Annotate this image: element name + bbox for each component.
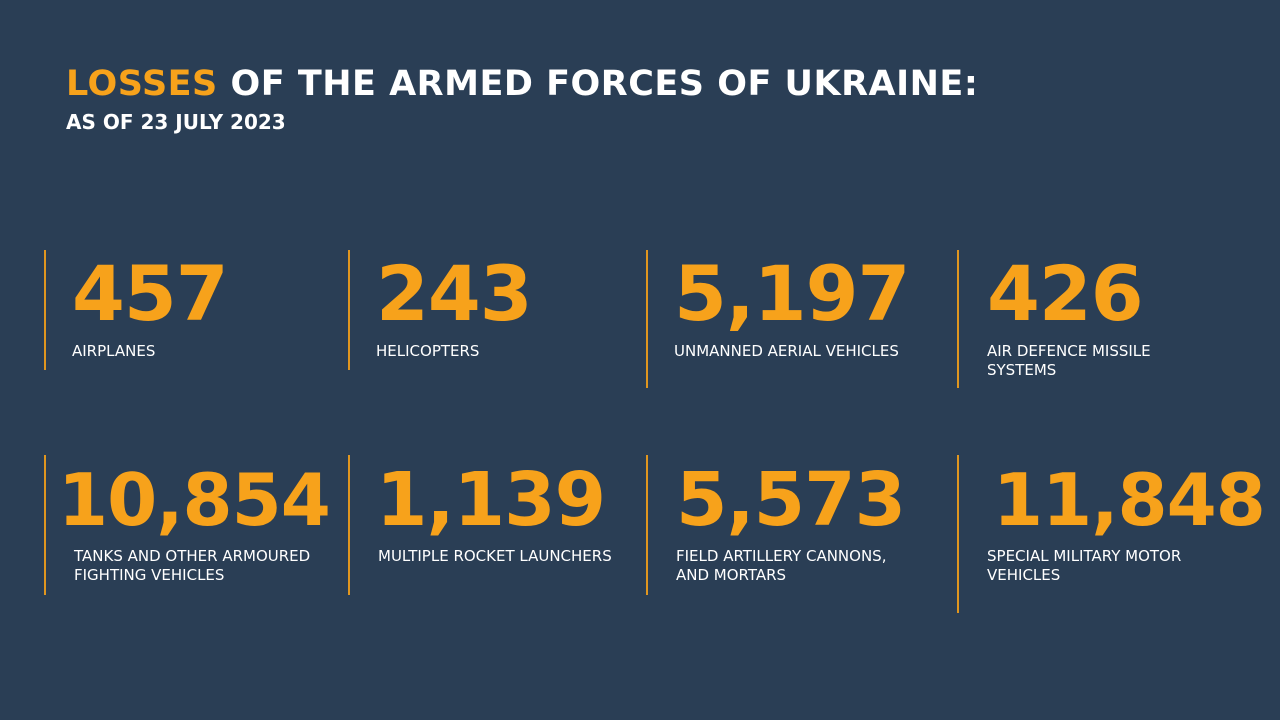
stat-label: AIR DEFENCE MISSILE SYSTEMS [987, 342, 1151, 380]
stat-label-line1: TANKS AND OTHER ARMOURED [74, 547, 311, 565]
stat-field-artillery: 5,573 FIELD ARTILLERY CANNONS, AND MORTAR… [646, 455, 946, 595]
stat-airplanes: 457 AIRPLANES [44, 250, 334, 370]
stat-value: 11,848 [993, 458, 1266, 542]
stat-value: 10,854 [58, 458, 331, 542]
stat-value: 5,573 [676, 457, 906, 543]
stat-multiple-rocket-launchers: 1,139 MULTIPLE ROCKET LAUNCHERS [348, 455, 638, 595]
stat-tanks: 10,854 TANKS AND OTHER ARMOURED FIGHTING … [44, 455, 344, 595]
stat-helicopters: 243 HELICOPTERS [348, 250, 638, 370]
stat-label-line1: AIR DEFENCE MISSILE [987, 342, 1151, 360]
title-rest: OF THE ARMED FORCES OF UKRAINE: [217, 64, 979, 104]
stat-special-military-motor-vehicles: 11,848 SPECIAL MILITARY MOTOR VEHICLES [957, 455, 1267, 613]
stat-label-line1: MULTIPLE ROCKET LAUNCHERS [378, 547, 612, 565]
stat-label-line2: SYSTEMS [987, 361, 1057, 379]
stat-unmanned-aerial-vehicles: 5,197 UNMANNED AERIAL VEHICLES [646, 250, 946, 388]
stat-label: AIRPLANES [72, 342, 155, 361]
stat-label-line2: FIGHTING VEHICLES [74, 566, 225, 584]
stat-label: SPECIAL MILITARY MOTOR VEHICLES [987, 547, 1181, 585]
stat-label-line1: SPECIAL MILITARY MOTOR [987, 547, 1182, 565]
stat-label-line2: AND MORTARS [676, 566, 787, 584]
stat-label: HELICOPTERS [376, 342, 479, 361]
stat-air-defence-missile-systems: 426 AIR DEFENCE MISSILE SYSTEMS [957, 250, 1257, 388]
stat-value: 457 [72, 249, 229, 338]
page-title: LOSSES OF THE ARMED FORCES OF UKRAINE: [66, 64, 978, 104]
stat-label: UNMANNED AERIAL VEHICLES [674, 342, 899, 361]
stat-value: 1,139 [376, 457, 606, 543]
stat-value: 243 [376, 249, 533, 338]
stat-label: FIELD ARTILLERY CANNONS, AND MORTARS [676, 547, 886, 585]
stat-label: MULTIPLE ROCKET LAUNCHERS [378, 547, 612, 566]
page-subtitle: AS OF 23 JULY 2023 [66, 110, 286, 134]
stat-label-line1: AIRPLANES [72, 342, 156, 360]
stat-label-line2: VEHICLES [987, 566, 1061, 584]
title-accent: LOSSES [66, 64, 218, 104]
stat-value: 426 [987, 249, 1144, 338]
stat-value: 5,197 [674, 249, 910, 338]
stat-label-line1: HELICOPTERS [376, 342, 480, 360]
stat-label: TANKS AND OTHER ARMOURED FIGHTING VEHICLE… [74, 547, 310, 585]
stat-label-line1: UNMANNED AERIAL VEHICLES [674, 342, 899, 360]
stat-label-line1: FIELD ARTILLERY CANNONS, [676, 547, 887, 565]
